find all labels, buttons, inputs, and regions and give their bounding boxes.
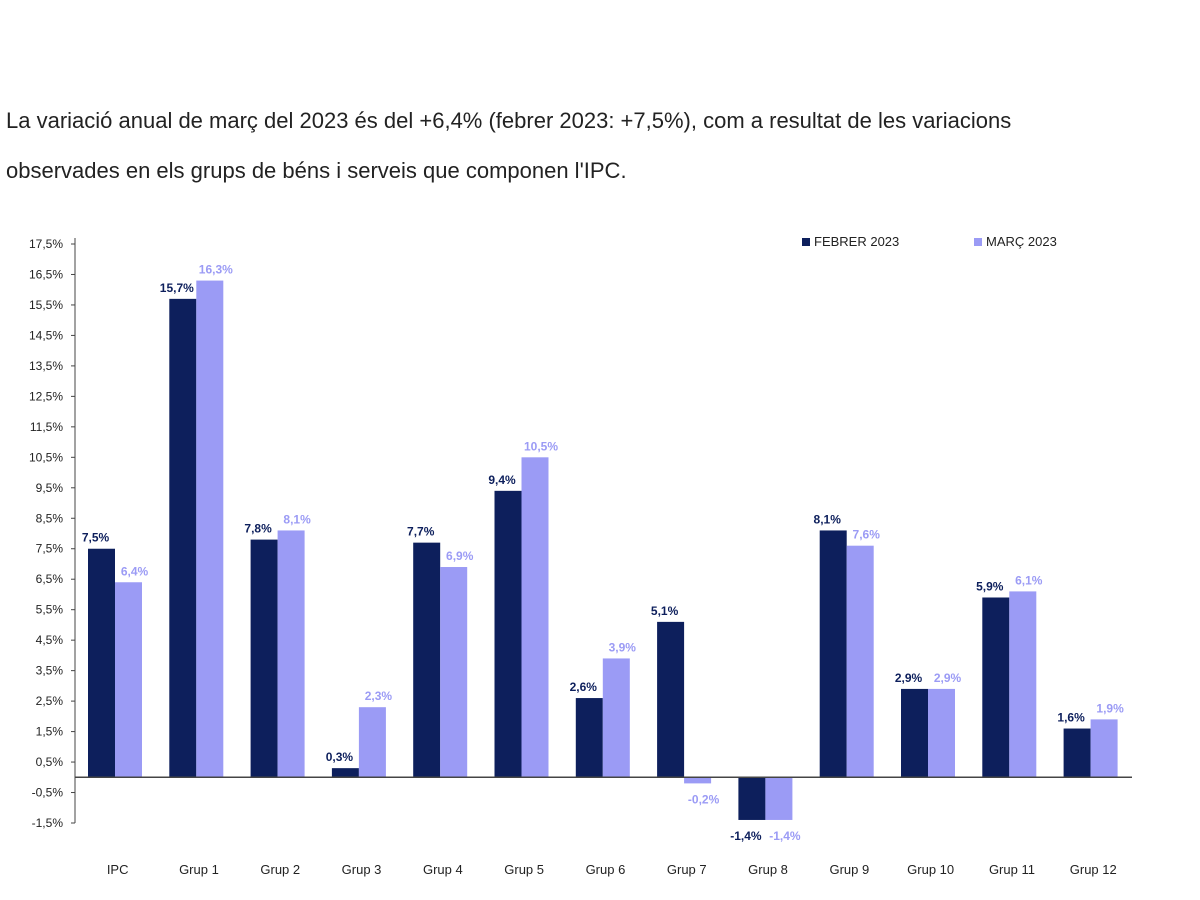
y-tick-label: 0,5% <box>36 755 64 769</box>
intro-text: La variació anual de març del 2023 és de… <box>6 96 1196 196</box>
data-label: 7,6% <box>853 528 881 542</box>
y-tick-label: 3,5% <box>36 664 64 678</box>
legend-label-marc: MARÇ 2023 <box>986 234 1057 249</box>
x-tick-label: Grup 10 <box>907 862 954 877</box>
bar-febrer <box>494 490 522 778</box>
data-label: 7,8% <box>244 522 272 536</box>
bar-marc <box>602 658 630 778</box>
y-tick-label: 5,5% <box>36 603 64 617</box>
bar-marc <box>1090 719 1118 778</box>
x-tick-label: IPC <box>107 862 129 877</box>
legend-swatch-febrer <box>802 238 810 246</box>
y-tick-label: 10,5% <box>29 450 63 464</box>
bar-febrer <box>657 621 685 778</box>
data-label: 2,6% <box>570 680 598 694</box>
y-tick-label: 4,5% <box>36 633 64 647</box>
legend-swatch-marc <box>974 238 982 246</box>
x-tick-label: Grup 1 <box>179 862 219 877</box>
data-label: 1,6% <box>1057 711 1085 725</box>
data-label: 5,9% <box>976 579 1004 593</box>
bar-marc <box>277 530 305 778</box>
legend-label-febrer: FEBRER 2023 <box>814 234 899 249</box>
bar-marc <box>765 777 793 820</box>
data-label: 6,1% <box>1015 573 1043 587</box>
bar-febrer <box>901 688 928 778</box>
y-tick-label: 9,5% <box>36 481 64 495</box>
bar-febrer <box>413 542 441 778</box>
x-tick-label: Grup 6 <box>586 862 626 877</box>
data-label: 10,5% <box>524 439 558 453</box>
bar-marc <box>358 707 386 778</box>
y-tick-label: 15,5% <box>29 298 63 312</box>
bar-febrer <box>982 597 1010 778</box>
data-label: 16,3% <box>199 263 233 277</box>
y-tick-label: 11,5% <box>30 420 63 434</box>
bar-marc <box>1009 591 1037 778</box>
data-label: 2,9% <box>895 671 923 685</box>
x-tick-label: Grup 8 <box>748 862 788 877</box>
y-tick-label: 7,5% <box>36 542 64 556</box>
bar-febrer <box>169 298 197 778</box>
data-label: 1,9% <box>1096 701 1124 715</box>
data-label: 6,9% <box>446 549 474 563</box>
bar-marc <box>440 567 468 778</box>
bar-febrer <box>250 539 278 778</box>
y-tick-label: 13,5% <box>29 359 63 373</box>
bar-febrer <box>738 777 766 820</box>
bar-marc <box>196 280 224 778</box>
y-tick-label: -0,5% <box>32 786 64 800</box>
x-tick-label: Grup 4 <box>423 862 463 877</box>
x-tick-label: Grup 12 <box>1070 862 1117 877</box>
data-label: 15,7% <box>160 281 194 295</box>
y-tick-label: 2,5% <box>36 694 64 708</box>
data-label: -0,2% <box>688 792 720 806</box>
data-label: 8,1% <box>814 512 842 526</box>
data-label: 2,9% <box>934 671 962 685</box>
data-label: -1,4% <box>769 829 801 843</box>
bar-febrer <box>575 698 603 778</box>
data-label: 0,3% <box>326 750 354 764</box>
y-tick-label: 6,5% <box>36 572 64 586</box>
y-tick-label: -1,5% <box>32 816 64 830</box>
x-tick-label: Grup 9 <box>829 862 869 877</box>
data-label: 3,9% <box>609 640 637 654</box>
data-label: 5,1% <box>651 604 679 618</box>
bar-febrer <box>819 530 847 778</box>
bar-febrer <box>1063 728 1091 778</box>
y-tick-label: 8,5% <box>36 511 64 525</box>
data-label: 6,4% <box>121 564 149 578</box>
x-tick-label: Grup 2 <box>260 862 300 877</box>
y-tick-label: 17,5% <box>29 237 63 251</box>
y-tick-label: 1,5% <box>36 725 64 739</box>
data-label: 2,3% <box>365 689 393 703</box>
intro-line-2: observades en els grups de béns i servei… <box>6 158 627 183</box>
data-label: -1,4% <box>730 829 762 843</box>
y-tick-label: 14,5% <box>29 328 63 342</box>
intro-line-1: La variació anual de març del 2023 és de… <box>6 108 1012 133</box>
bar-marc <box>684 777 712 784</box>
data-label: 9,4% <box>488 473 516 487</box>
bar-marc <box>928 688 955 778</box>
bar-febrer <box>331 768 359 778</box>
y-tick-label: 16,5% <box>29 267 63 281</box>
x-tick-label: Grup 7 <box>667 862 707 877</box>
bar-marc <box>846 545 874 778</box>
x-tick-label: Grup 11 <box>989 862 1035 877</box>
bar-febrer <box>88 548 115 778</box>
data-label: 7,5% <box>82 531 110 545</box>
x-tick-label: Grup 5 <box>504 862 544 877</box>
y-tick-label: 12,5% <box>29 389 63 403</box>
x-tick-label: Grup 3 <box>342 862 382 877</box>
data-label: 7,7% <box>407 525 435 539</box>
bar-marc <box>115 582 142 778</box>
data-label: 8,1% <box>283 512 311 526</box>
bar-marc <box>521 457 549 778</box>
